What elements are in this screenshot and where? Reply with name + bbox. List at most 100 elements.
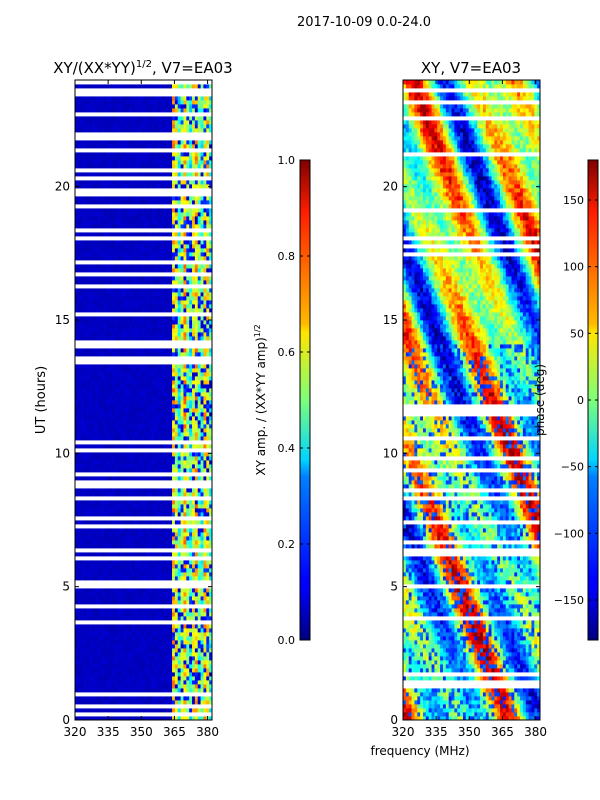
amplitude-heatmap-cell xyxy=(140,712,144,717)
amplitude-heatmap-cell xyxy=(77,416,82,421)
amplitude-heatmap-cell xyxy=(100,664,104,669)
amplitude-heatmap-cell xyxy=(189,696,193,701)
amplitude-heatmap-cell xyxy=(86,656,90,661)
amplitude-heatmap-cell xyxy=(129,632,133,637)
amplitude-heatmap-cell xyxy=(134,508,139,513)
amplitude-heatmap-cell xyxy=(200,404,204,409)
amplitude-heatmap-cell xyxy=(94,316,99,321)
amplitude-heatmap-cell xyxy=(206,384,210,389)
amplitude-heatmap-cell xyxy=(200,424,204,429)
amplitude-heatmap-cell xyxy=(100,636,104,641)
amplitude-heatmap-cell xyxy=(132,492,136,497)
amplitude-heatmap-cell xyxy=(126,396,130,401)
amplitude-heatmap-cell xyxy=(166,412,170,417)
amplitude-heatmap-cell xyxy=(109,512,113,517)
amplitude-heatmap-cell xyxy=(192,632,196,637)
amplitude-heatmap-cell xyxy=(106,636,110,641)
amplitude-heatmap-cell xyxy=(100,336,104,341)
amplitude-heatmap-cell xyxy=(126,408,130,413)
amplitude-heatmap-cell xyxy=(192,308,196,313)
amplitude-heatmap-cell xyxy=(129,368,133,373)
amplitude-heatmap-cell xyxy=(160,380,164,385)
amplitude-heatmap-cell xyxy=(83,628,87,633)
amplitude-heatmap-cell xyxy=(157,392,162,397)
amplitude-heatmap-cell xyxy=(157,680,162,685)
amplitude-heatmap-cell xyxy=(134,516,139,521)
amplitude-heatmap-cell xyxy=(137,468,142,473)
amplitude-heatmap-cell xyxy=(146,340,150,345)
amplitude-heatmap-cell xyxy=(166,328,170,333)
amplitude-heatmap-cell xyxy=(112,404,116,409)
amplitude-heatmap-cell xyxy=(120,424,124,429)
amplitude-heatmap-cell xyxy=(134,636,139,641)
amplitude-heatmap-cell xyxy=(186,716,190,721)
amplitude-heatmap-cell xyxy=(183,564,187,569)
amplitude-heatmap-cell xyxy=(103,308,107,313)
amplitude-heatmap-cell xyxy=(80,596,84,601)
amplitude-heatmap-cell xyxy=(174,700,179,705)
amplitude-heatmap-cell xyxy=(114,400,119,405)
figure-suptitle: 2017-10-09 0.0-24.0 xyxy=(297,15,431,30)
amplitude-heatmap-cell xyxy=(109,516,113,521)
amplitude-heatmap-cell xyxy=(112,532,116,537)
amplitude-heatmap-cell xyxy=(192,588,196,593)
amplitude-heatmap-cell xyxy=(137,676,142,681)
amplitude-heatmap-cell xyxy=(89,440,93,445)
amplitude-heatmap-cell xyxy=(189,384,193,389)
amplitude-heatmap-cell xyxy=(80,664,84,669)
amplitude-heatmap-cell xyxy=(129,460,133,465)
amplitude-heatmap-cell xyxy=(194,368,199,373)
amplitude-heatmap-cell xyxy=(103,488,107,493)
amplitude-heatmap-cell xyxy=(77,440,82,445)
amplitude-heatmap-cell xyxy=(169,400,173,405)
amplitude-heatmap-cell xyxy=(174,348,179,353)
amplitude-heatmap-cell xyxy=(192,644,196,649)
amplitude-heatmap-cell xyxy=(146,700,150,705)
amplitude-heatmap-cell xyxy=(194,336,199,341)
amplitude-heatmap-cell xyxy=(203,708,207,713)
amplitude-heatmap-cell xyxy=(120,488,124,493)
amplitude-heatmap-cell xyxy=(132,380,136,385)
amplitude-heatmap-cell xyxy=(186,548,190,553)
amplitude-heatmap-cell xyxy=(92,476,96,481)
amplitude-heatmap-cell xyxy=(134,356,139,361)
amplitude-heatmap-cell xyxy=(197,444,201,449)
amplitude-heatmap-cell xyxy=(186,524,190,529)
amplitude-heatmap-cell xyxy=(86,440,90,445)
amplitude-heatmap-cell xyxy=(152,684,156,689)
amplitude-heatmap-cell xyxy=(120,520,124,525)
amplitude-heatmap-cell xyxy=(172,424,176,429)
amplitude-heatmap-cell xyxy=(126,336,130,341)
amplitude-heatmap-cell xyxy=(137,628,142,633)
amplitude-heatmap-cell xyxy=(146,472,150,477)
amplitude-heatmap-cell xyxy=(172,316,176,321)
amplitude-heatmap-cell xyxy=(80,380,84,385)
amplitude-heatmap-cell xyxy=(117,380,122,385)
amplitude-heatmap-cell xyxy=(75,324,79,329)
amplitude-heatmap-cell xyxy=(112,312,116,317)
amplitude-heatmap-cell xyxy=(152,440,156,445)
amplitude-heatmap-cell xyxy=(129,336,133,341)
amplitude-heatmap-cell xyxy=(94,516,99,521)
amplitude-heatmap-cell xyxy=(152,464,156,469)
amplitude-heatmap-cell xyxy=(174,644,179,649)
amplitude-heatmap-cell xyxy=(132,716,136,721)
amplitude-heatmap-cell xyxy=(89,480,93,485)
amplitude-heatmap-cell xyxy=(183,428,187,433)
amplitude-heatmap-cell xyxy=(183,688,187,693)
amplitude-heatmap-cell xyxy=(154,588,159,593)
amplitude-heatmap-cell xyxy=(132,504,136,509)
amplitude-heatmap-cell xyxy=(97,640,102,645)
amplitude-heatmap-cell xyxy=(94,320,99,325)
amplitude-heatmap-cell xyxy=(75,400,79,405)
amplitude-heatmap-cell xyxy=(75,316,79,321)
amplitude-heatmap-cell xyxy=(103,568,107,573)
amplitude-heatmap-cell xyxy=(160,564,164,569)
amplitude-heatmap-cell xyxy=(97,532,102,537)
amplitude-heatmap-cell xyxy=(200,696,204,701)
amplitude-heatmap-cell xyxy=(75,700,79,705)
amplitude-heatmap-cell xyxy=(174,624,179,629)
amplitude-heatmap-cell xyxy=(166,508,170,513)
amplitude-heatmap-cell xyxy=(174,312,179,317)
amplitude-heatmap-cell xyxy=(75,548,79,553)
